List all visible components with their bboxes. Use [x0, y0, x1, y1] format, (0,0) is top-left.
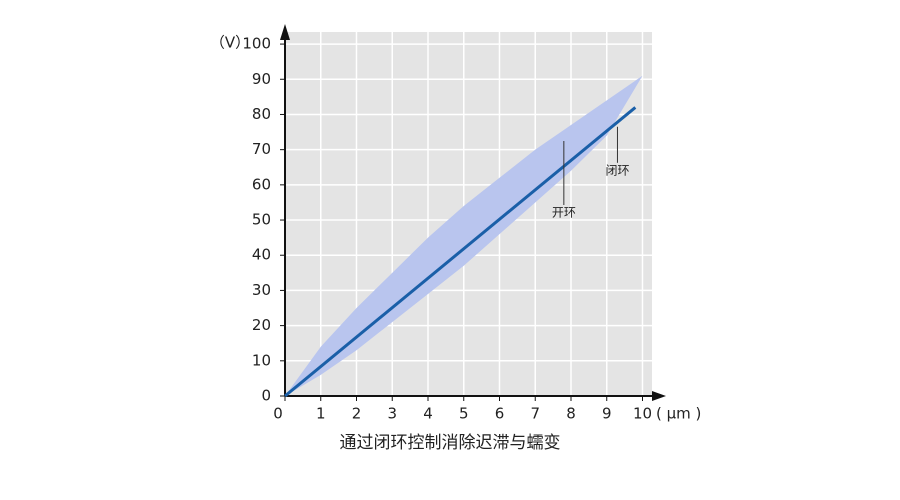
y-tick-label: 90: [252, 70, 271, 88]
x-arrow: [652, 391, 666, 401]
x-axis-label: ( μm ): [656, 405, 701, 423]
y-arrow: [280, 24, 290, 40]
x-tick-label: 6: [495, 405, 505, 423]
y-tick-label: 20: [252, 316, 271, 334]
hysteresis-band: [285, 75, 643, 396]
y-tick-label: 100: [242, 35, 271, 53]
y-tick-label: 60: [252, 175, 271, 193]
y-tick-label: 40: [252, 246, 271, 264]
x-tick-label: 0: [273, 405, 283, 423]
y-tick-label: 50: [252, 211, 271, 229]
x-tick-label: 5: [459, 405, 469, 423]
line: [284, 106, 637, 398]
x-tick-label: 10: [633, 405, 652, 423]
y-tick-label: 0: [261, 387, 271, 405]
x-tick-label: 7: [530, 405, 540, 423]
x-tick-label: 4: [423, 405, 433, 423]
y-axis-label: （V）: [210, 34, 250, 52]
series-label: 闭环: [605, 163, 629, 177]
y-tick-label: 70: [252, 140, 271, 158]
series-label: 开环: [552, 206, 576, 220]
y-tick-label: 80: [252, 105, 271, 123]
x-tick-label: 1: [316, 405, 326, 423]
x-tick-label: 9: [602, 405, 612, 423]
y-tick-label: 10: [252, 351, 271, 369]
y-tick-label: 30: [252, 281, 271, 299]
x-tick-label: 8: [566, 405, 576, 423]
chart-title: 通过闭环控制消除迟滞与蠕变: [340, 433, 561, 453]
x-tick-label: 2: [352, 405, 362, 423]
x-tick-label: 3: [387, 405, 397, 423]
